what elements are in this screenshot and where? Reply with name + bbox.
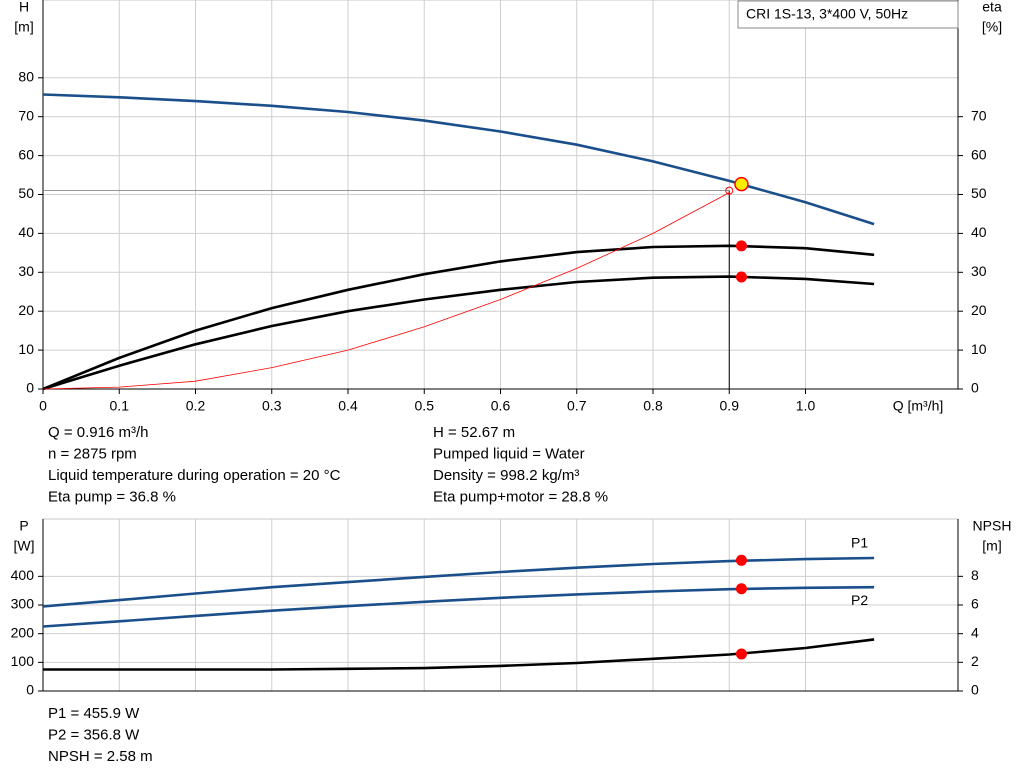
x-tick-label: 0.6 (491, 398, 511, 414)
info-text: Pumped liquid = Water (433, 445, 585, 462)
y-tick-label: 0 (26, 380, 34, 396)
info-text: Liquid temperature during operation = 20… (48, 467, 341, 484)
y-tick-label: 50 (18, 185, 34, 201)
y2-axis-title: NPSH (973, 518, 1012, 534)
y2-tick-label: 30 (971, 263, 987, 279)
info-text: Eta pump+motor = 28.8 % (433, 488, 608, 505)
series-label: P2 (851, 592, 868, 608)
duty-point (735, 648, 747, 660)
y-axis-unit: [W] (14, 538, 35, 554)
info-text: Q = 0.916 m³/h (48, 424, 148, 441)
info-text: NPSH = 2.58 m (48, 748, 153, 765)
y2-tick-label: 8 (971, 567, 979, 583)
y-tick-label: 20 (18, 302, 34, 318)
y2-tick-label: 2 (971, 653, 979, 669)
y-tick-label: 0 (26, 682, 34, 698)
y2-axis-title: eta (982, 0, 1002, 15)
reference-point (725, 186, 734, 195)
x-tick-label: 0.3 (262, 398, 282, 414)
x-tick-label: 0.2 (186, 398, 206, 414)
y2-axis-unit: [%] (982, 19, 1002, 35)
x-tick-label: 0.1 (110, 398, 130, 414)
y-tick-label: 60 (18, 146, 34, 162)
y-axis-title: P (19, 518, 28, 534)
duty-point (735, 271, 747, 283)
y-tick-label: 70 (18, 107, 34, 123)
info-text: H = 52.67 m (433, 424, 515, 441)
y2-tick-label: 60 (971, 146, 987, 162)
x-tick-label: 0.8 (643, 398, 663, 414)
duty-point (735, 240, 747, 252)
info-text: Density = 998.2 kg/m³ (433, 467, 579, 484)
y2-tick-label: 0 (971, 682, 979, 698)
x-tick-label: 1.0 (796, 398, 816, 414)
y2-axis-unit: [m] (982, 538, 1001, 554)
x-axis-title: Q [m³/h] (893, 398, 944, 414)
series-label: P1 (851, 535, 868, 551)
y2-tick-label: 20 (971, 302, 987, 318)
y2-tick-label: 10 (971, 341, 987, 357)
x-tick-label: 0.4 (338, 398, 358, 414)
series-line (42, 192, 730, 390)
y2-tick-label: 6 (971, 596, 979, 612)
duty-point (734, 176, 749, 192)
info-text: P1 = 455.9 W (48, 705, 140, 722)
x-tick-label: 0.7 (567, 398, 587, 414)
y-axis-title: H (19, 0, 29, 15)
y-tick-label: 100 (11, 653, 35, 669)
y2-tick-label: 40 (971, 224, 987, 240)
y-axis-unit: [m] (14, 19, 33, 35)
y-tick-label: 30 (18, 263, 34, 279)
y-tick-label: 200 (11, 624, 35, 640)
legend-box (737, 0, 959, 29)
y-tick-label: 400 (11, 567, 35, 583)
y2-tick-label: 70 (971, 107, 987, 123)
legend-text: CRI 1S-13, 3*400 V, 50Hz (746, 6, 908, 22)
x-tick-label: 0 (39, 398, 47, 414)
x-tick-label: 0.9 (720, 398, 740, 414)
y-tick-label: 300 (11, 596, 35, 612)
y2-tick-label: 4 (971, 624, 979, 640)
info-text: Eta pump = 36.8 % (48, 488, 176, 505)
y2-tick-label: 50 (971, 185, 987, 201)
info-text: P2 = 356.8 W (48, 726, 140, 743)
y-tick-label: 10 (18, 341, 34, 357)
y-tick-label: 40 (18, 224, 34, 240)
info-text: n = 2875 rpm (48, 445, 137, 462)
y-tick-label: 80 (18, 69, 34, 85)
x-tick-label: 0.5 (415, 398, 435, 414)
y2-tick-label: 0 (971, 380, 979, 396)
duty-point (735, 583, 747, 595)
duty-point (735, 554, 747, 566)
